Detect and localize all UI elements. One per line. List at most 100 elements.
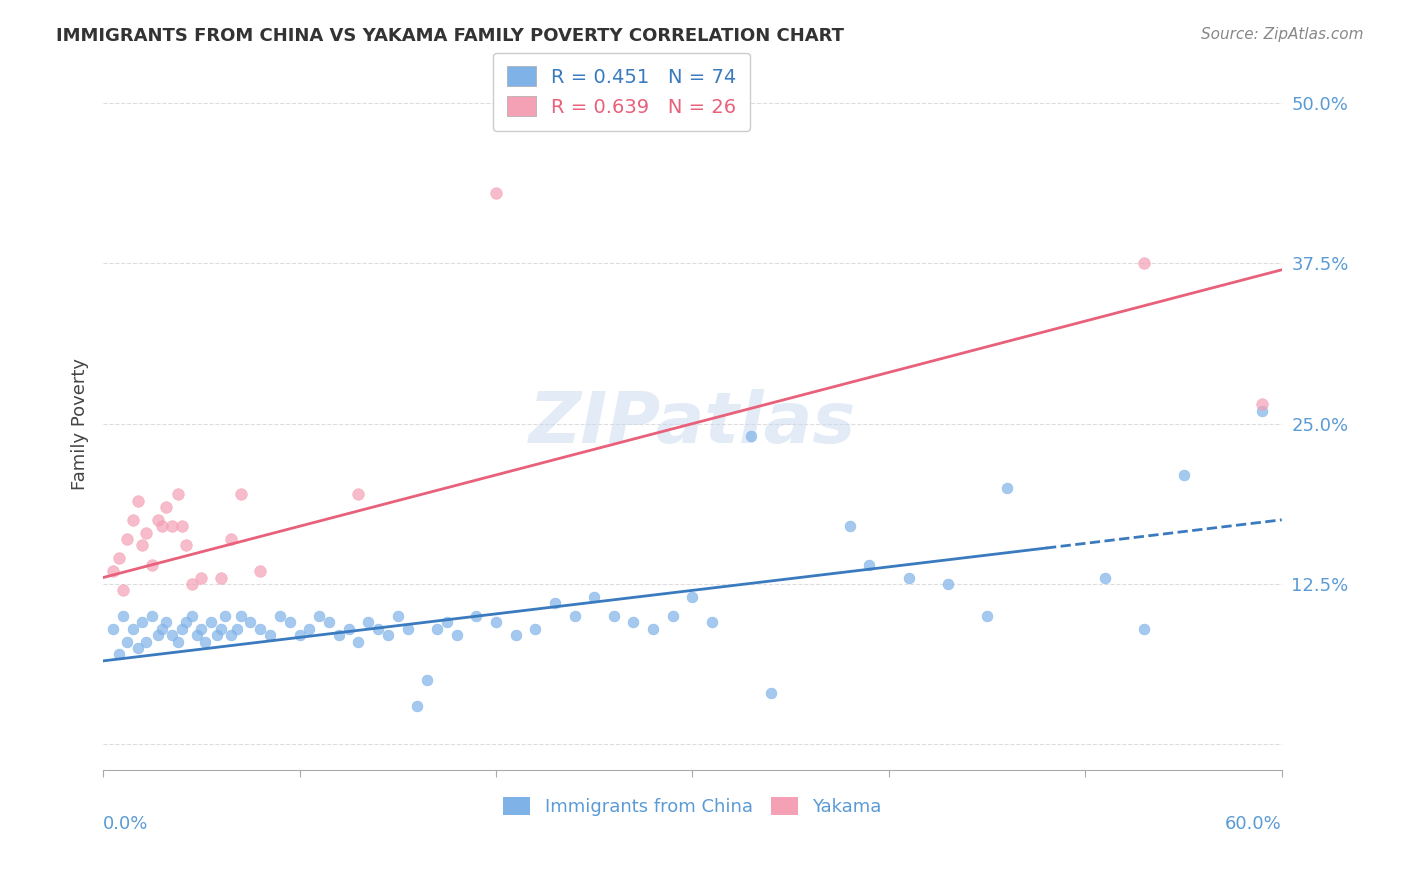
Point	[446, 628, 468, 642]
Point	[101, 622, 124, 636]
Point	[505, 628, 527, 642]
Text: 0.0%: 0.0%	[103, 814, 149, 833]
Point	[131, 615, 153, 630]
Point	[160, 628, 183, 642]
Point	[357, 615, 380, 630]
Text: IMMIGRANTS FROM CHINA VS YAKAMA FAMILY POVERTY CORRELATION CHART: IMMIGRANTS FROM CHINA VS YAKAMA FAMILY P…	[56, 27, 844, 45]
Point	[170, 622, 193, 636]
Point	[155, 500, 177, 514]
Y-axis label: Family Poverty: Family Poverty	[72, 358, 89, 490]
Point	[146, 628, 169, 642]
Point	[1251, 404, 1274, 418]
Point	[700, 615, 723, 630]
Point	[166, 634, 188, 648]
Point	[278, 615, 301, 630]
Point	[643, 622, 665, 636]
Point	[740, 429, 762, 443]
Point	[190, 622, 212, 636]
Point	[194, 634, 217, 648]
Point	[150, 519, 173, 533]
Point	[111, 609, 134, 624]
Point	[318, 615, 340, 630]
Point	[174, 539, 197, 553]
Point	[219, 628, 242, 642]
Text: 60.0%: 60.0%	[1225, 814, 1282, 833]
Point	[141, 609, 163, 624]
Point	[1251, 397, 1274, 411]
Point	[485, 186, 508, 200]
Point	[347, 634, 370, 648]
Point	[485, 615, 508, 630]
Point	[121, 513, 143, 527]
Point	[135, 525, 157, 540]
Point	[239, 615, 262, 630]
Point	[146, 513, 169, 527]
Point	[367, 622, 389, 636]
Point	[160, 519, 183, 533]
Point	[155, 615, 177, 630]
Point	[141, 558, 163, 572]
Point	[1133, 622, 1156, 636]
Point	[662, 609, 685, 624]
Point	[186, 628, 208, 642]
Point	[115, 634, 138, 648]
Point	[115, 532, 138, 546]
Point	[225, 622, 247, 636]
Point	[897, 570, 920, 584]
Point	[426, 622, 449, 636]
Point	[328, 628, 350, 642]
Point	[838, 519, 860, 533]
Point	[995, 481, 1018, 495]
Point	[127, 493, 149, 508]
Point	[111, 583, 134, 598]
Point	[229, 487, 252, 501]
Point	[387, 609, 409, 624]
Point	[416, 673, 439, 687]
Point	[219, 532, 242, 546]
Point	[976, 609, 998, 624]
Point	[858, 558, 880, 572]
Point	[108, 551, 131, 566]
Point	[298, 622, 321, 636]
Point	[214, 609, 236, 624]
Point	[131, 539, 153, 553]
Point	[166, 487, 188, 501]
Point	[1133, 256, 1156, 270]
Point	[229, 609, 252, 624]
Point	[936, 577, 959, 591]
Point	[209, 622, 232, 636]
Point	[544, 596, 567, 610]
Point	[603, 609, 626, 624]
Point	[269, 609, 291, 624]
Point	[108, 648, 131, 662]
Point	[209, 570, 232, 584]
Point	[436, 615, 458, 630]
Point	[288, 628, 311, 642]
Point	[205, 628, 228, 642]
Text: ZIPatlas: ZIPatlas	[529, 389, 856, 458]
Point	[174, 615, 197, 630]
Point	[406, 698, 429, 713]
Point	[200, 615, 222, 630]
Point	[465, 609, 488, 624]
Point	[377, 628, 399, 642]
Point	[583, 590, 606, 604]
Point	[1094, 570, 1116, 584]
Point	[564, 609, 586, 624]
Point	[150, 622, 173, 636]
Point	[135, 634, 157, 648]
Point	[127, 641, 149, 656]
Point	[347, 487, 370, 501]
Point	[101, 564, 124, 578]
Point	[308, 609, 330, 624]
Point	[121, 622, 143, 636]
Legend: Immigrants from China, Yakama: Immigrants from China, Yakama	[496, 789, 889, 823]
Text: Source: ZipAtlas.com: Source: ZipAtlas.com	[1201, 27, 1364, 42]
Point	[249, 564, 271, 578]
Point	[249, 622, 271, 636]
Point	[396, 622, 419, 636]
Point	[180, 577, 202, 591]
Point	[623, 615, 645, 630]
Point	[190, 570, 212, 584]
Point	[524, 622, 547, 636]
